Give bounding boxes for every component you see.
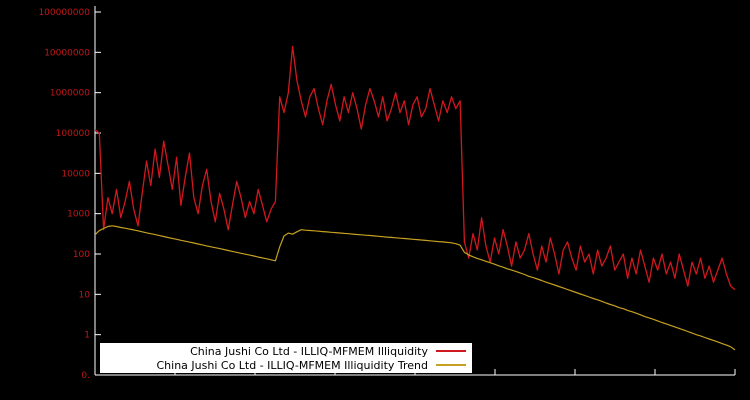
legend-label-illiquidity: China Jushi Co Ltd - ILLIQ-MFMEM Illiqui… (190, 344, 428, 358)
y-tick-label: 1000000 (50, 89, 90, 99)
y-tick-label: 10 (79, 290, 91, 300)
legend: China Jushi Co Ltd - ILLIQ-MFMEM Illiqui… (100, 343, 472, 373)
y-tick-label: 10000 (61, 169, 90, 179)
y-tick-label: 10000000 (44, 48, 90, 58)
y-tick-label: 1000 (67, 210, 90, 220)
y-tick-label: 1 (84, 331, 90, 341)
y-tick-label: 100000000 (38, 8, 90, 18)
y-tick-label: 0. (81, 371, 90, 381)
series-trend-line (94, 225, 736, 351)
y-tick-label: 100 (73, 250, 90, 260)
legend-label-trend: China Jushi Co Ltd - ILLIQ-MFMEM Illiqui… (156, 358, 429, 372)
series-illiquidity-line (94, 45, 736, 291)
y-tick-label: 100000 (56, 129, 91, 139)
legend-item-illiquidity: China Jushi Co Ltd - ILLIQ-MFMEM Illiqui… (106, 344, 466, 358)
legend-swatch-trend (436, 364, 466, 366)
legend-swatch-illiquidity (436, 350, 466, 352)
legend-item-trend: China Jushi Co Ltd - ILLIQ-MFMEM Illiqui… (106, 358, 466, 372)
